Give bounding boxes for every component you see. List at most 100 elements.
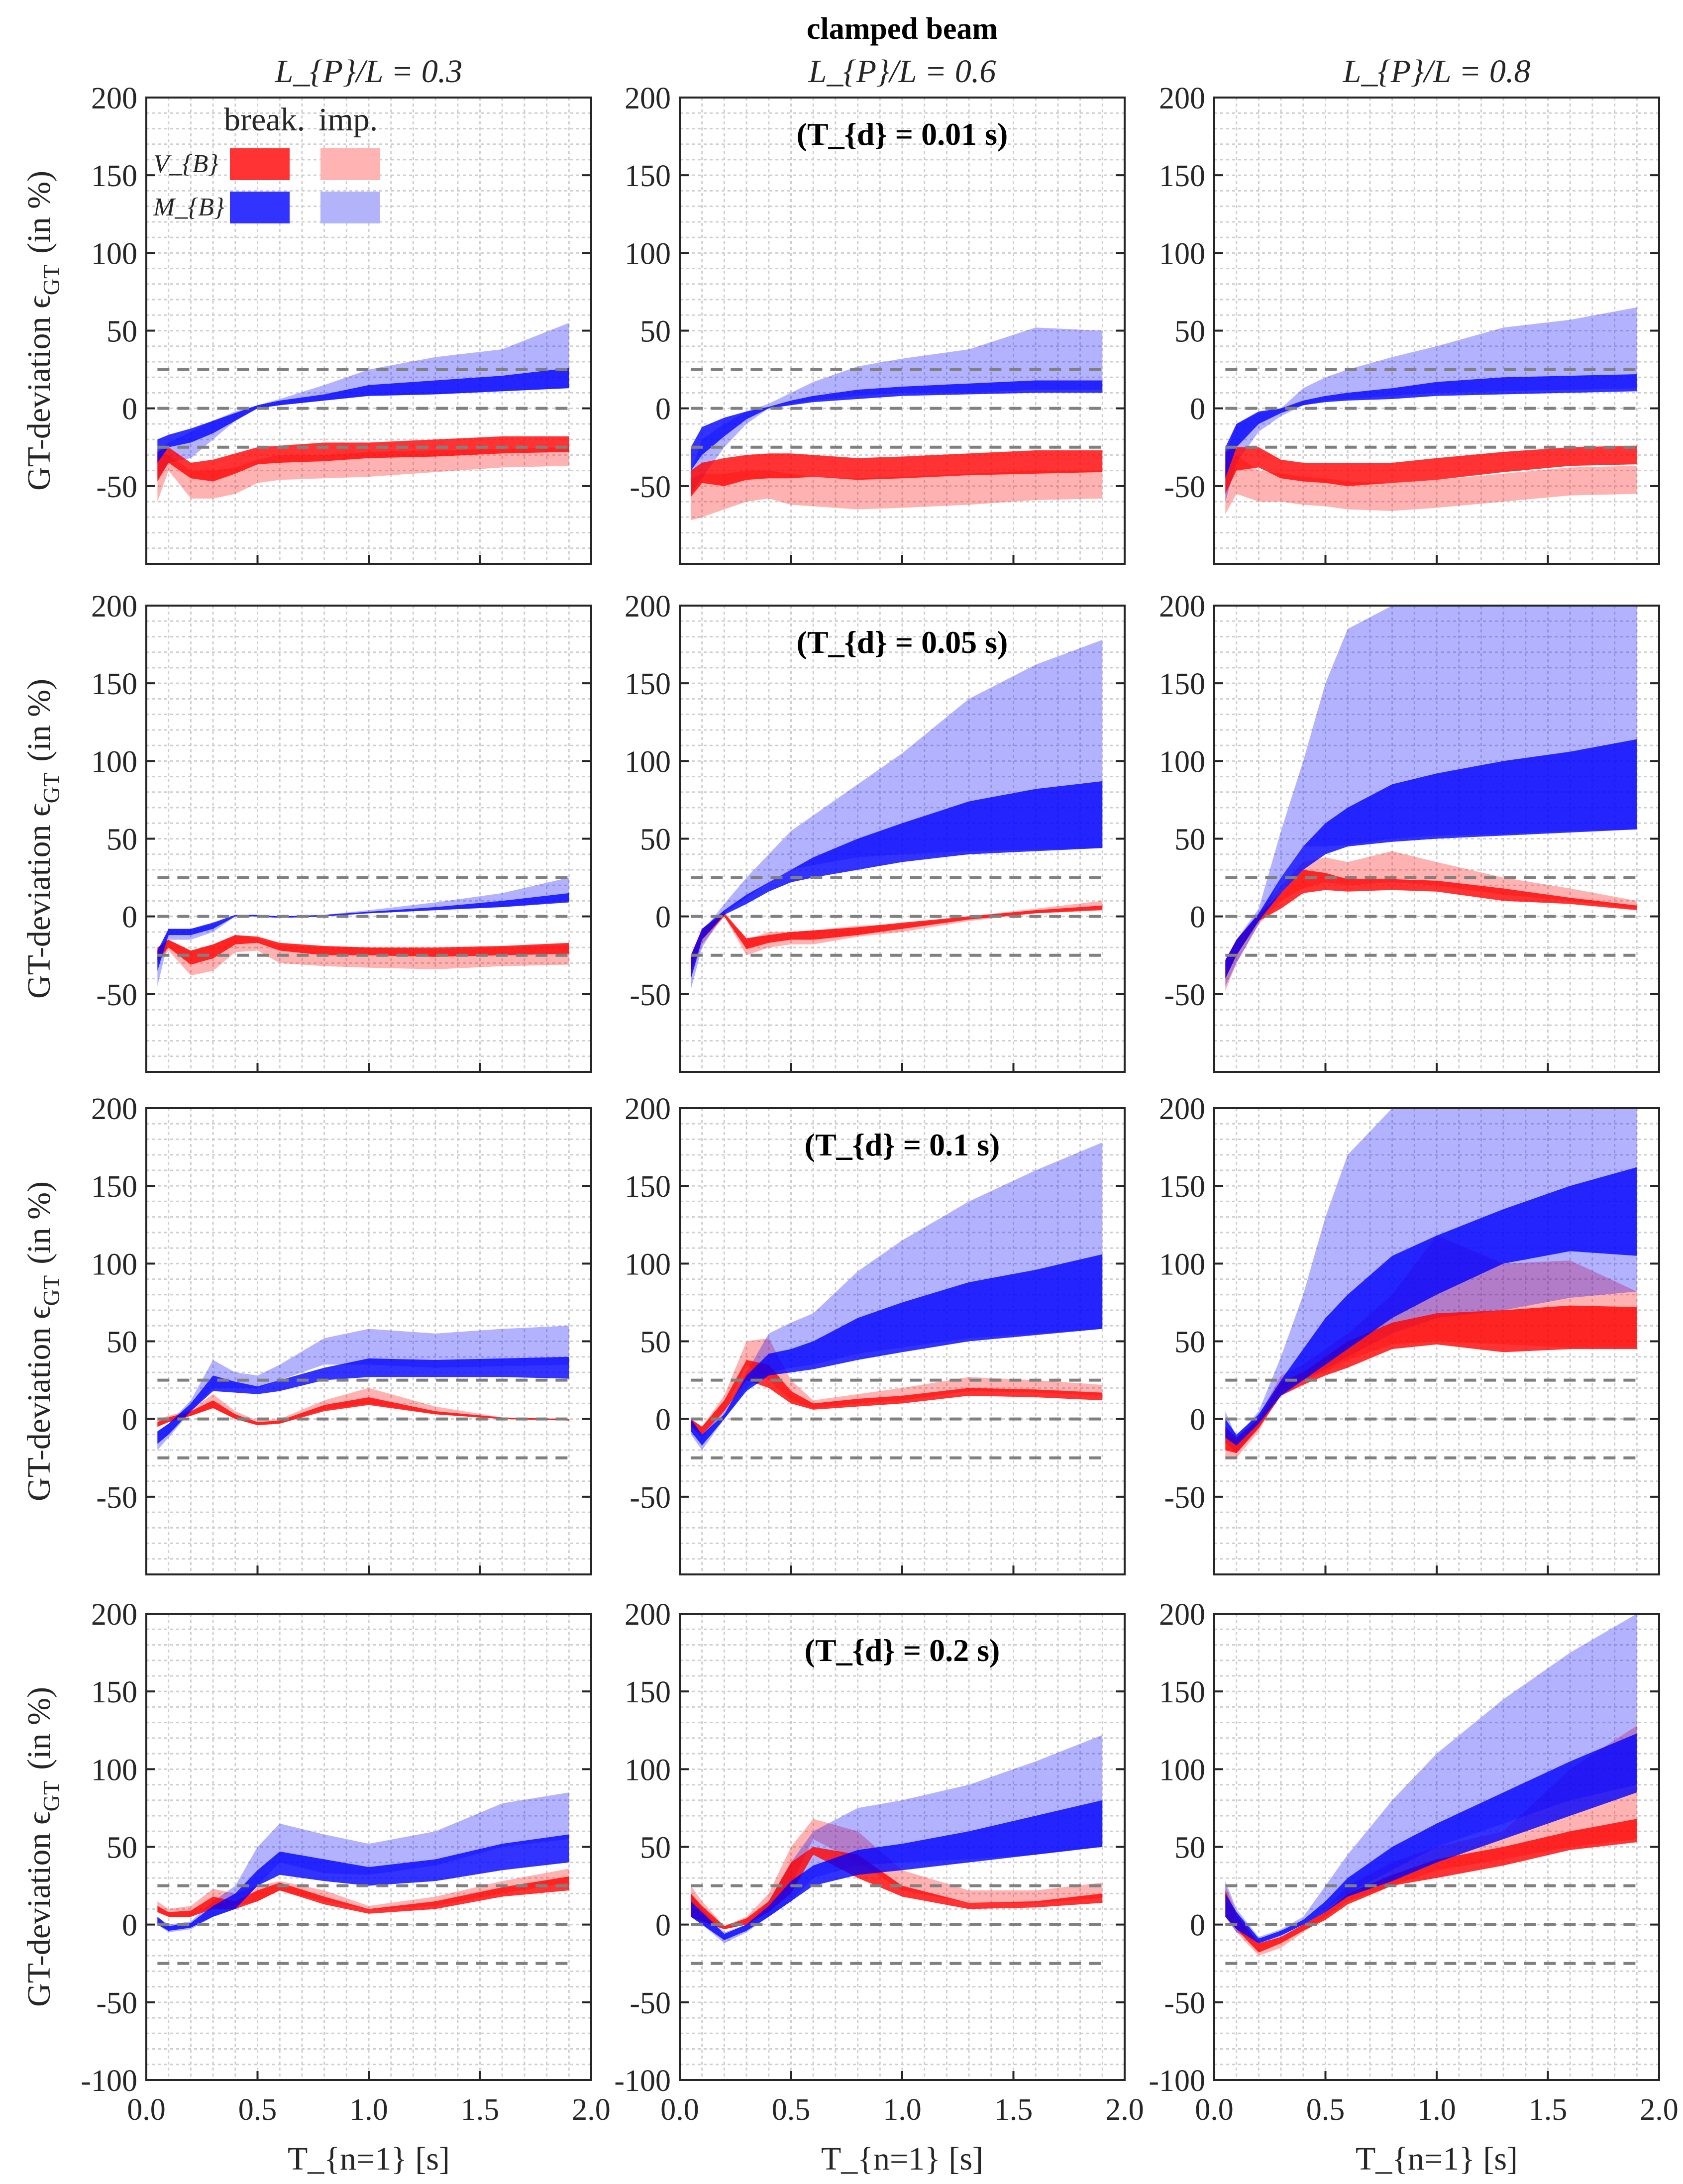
y-tick-label: 200 <box>1159 590 1205 624</box>
band-mb-break <box>1225 739 1637 979</box>
x-axis-label: T_{n=1} [s] <box>1356 2141 1518 2177</box>
y-tick-label: -50 <box>1164 470 1205 504</box>
y-tick-label: -50 <box>96 470 137 504</box>
band-vb-break <box>691 1359 1103 1435</box>
x-axis-label: T_{n=1} [s] <box>821 2141 983 2177</box>
band-mb-break <box>1225 1733 1637 1944</box>
y-tick-label: 200 <box>91 1598 137 1632</box>
x-tick-label: 0.0 <box>1195 2093 1234 2127</box>
y-tick-label: -100 <box>1149 2064 1205 2098</box>
band-mb-imp <box>157 1326 569 1451</box>
y-tick-label: 50 <box>1174 315 1205 349</box>
panel-r3-c1: -50 0 50 100 150 200 GT-deviation ϵGT (in %) <box>21 1092 592 1575</box>
y-tick-label: 0 <box>122 1909 137 1943</box>
band-mb-imp <box>157 322 569 479</box>
x-tick-label: 1.0 <box>1417 2093 1456 2127</box>
y-tick-label: 0 <box>122 901 137 935</box>
panel-r2-c3: -50 0 50 100 150 200 <box>1159 590 1660 1073</box>
band-mb-break <box>1225 374 1637 479</box>
legend: break. imp. V_{B} M_{B} <box>153 102 380 223</box>
band-vb-imp <box>1225 455 1637 515</box>
y-tick-label: -100 <box>614 2064 671 2098</box>
legend-swatch-imp <box>320 148 380 180</box>
y-tick-label: 200 <box>1159 1598 1205 1632</box>
y-tick-label: 100 <box>91 237 137 271</box>
y-tick-label: -50 <box>630 978 671 1012</box>
x-tick-label: 2.0 <box>1105 2093 1144 2127</box>
band-vb-break <box>691 1847 1103 1930</box>
y-tick-label: 150 <box>91 1170 137 1204</box>
y-tick-label: 50 <box>1174 1326 1205 1359</box>
y-tick-label: 150 <box>625 1675 671 1709</box>
y-tick-label: 50 <box>106 315 137 349</box>
td-annotation: (T_{d} = 0.2 s) <box>805 1633 1000 1668</box>
band-vb-imp <box>1225 1236 1637 1458</box>
band-mb-break <box>691 1254 1103 1446</box>
band-mb-break <box>691 380 1103 471</box>
y-tick-label: 150 <box>91 1675 137 1709</box>
y-tick-label: 0 <box>122 1403 137 1437</box>
y-tick-label: -50 <box>1164 1986 1205 2020</box>
band-vb-imp <box>1225 851 1637 991</box>
figure-title: clamped beam <box>807 12 998 46</box>
panel-r1-c3: -50 0 50 100 150 200 <box>1159 82 1660 565</box>
band-mb-break <box>157 893 569 971</box>
y-tick-label: 0 <box>1190 901 1205 935</box>
y-tick-label: 150 <box>625 159 671 193</box>
x-tick-label: 1.0 <box>349 2093 388 2127</box>
y-tick-label: 200 <box>625 1092 671 1126</box>
y-tick-label: 100 <box>625 1248 671 1281</box>
band-mb-break <box>691 1800 1103 1940</box>
band-vb-break <box>1225 445 1637 494</box>
y-tick-label: 100 <box>91 1248 137 1281</box>
y-tick-label: 200 <box>91 590 137 624</box>
x-tick-label: 0.0 <box>127 2093 166 2127</box>
y-axis-label: GT-deviation ϵGT (in %) <box>21 679 64 999</box>
y-tick-label: -50 <box>630 1481 671 1515</box>
y-tick-label: -50 <box>96 1986 137 2020</box>
band-vb-break <box>157 1397 569 1427</box>
td-annotation: (T_{d} = 0.01 s) <box>797 116 1008 152</box>
y-tick-label: 50 <box>1174 823 1205 857</box>
panel-r3-c2: -50 0 50 100 150 200 (T_{d} = 0.1 s) <box>625 1092 1126 1575</box>
y-tick-label: 200 <box>1159 82 1205 115</box>
band-vb-break <box>1225 1819 1637 1953</box>
y-tick-label: 100 <box>1159 745 1205 779</box>
y-tick-label: 0 <box>655 901 671 935</box>
panel-r1-c1: -50 0 50 100 150 200 GT-deviation ϵGT (in %) br… <box>21 82 592 565</box>
band-vb-imp <box>691 1338 1103 1438</box>
y-axis-label: GT-deviation ϵGT (in %) <box>21 171 64 491</box>
panel-r4-c1: -100 -50 0 50 100 150 200 0.0 0.5 1.0 1.5 2.0 T_{n=1… <box>21 1598 611 2177</box>
y-tick-label: 0 <box>655 1909 671 1943</box>
y-tick-label: 200 <box>91 1092 137 1126</box>
band-mb-break <box>691 781 1103 979</box>
band-vb-break <box>157 935 569 965</box>
panel-r4-c2: -100 -50 0 50 100 150 200 0.0 0.5 1.0 1.5 2.0 T_{n=1… <box>614 1598 1144 2177</box>
x-tick-label: 0.5 <box>772 2093 811 2127</box>
panel-r2-c2: -50 0 50 100 150 200 (T_{d} = 0.05 s) <box>625 590 1126 1073</box>
band-mb-break <box>157 1356 569 1444</box>
td-annotation: (T_{d} = 0.1 s) <box>805 1127 1000 1162</box>
y-tick-label: 100 <box>625 237 671 271</box>
panel-r3-c3: -50 0 50 100 150 200 <box>1159 1092 1660 1575</box>
y-tick-label: 0 <box>655 1403 671 1437</box>
y-tick-label: -50 <box>630 470 671 504</box>
x-tick-label: 1.5 <box>461 2093 500 2127</box>
x-tick-label: 0.5 <box>1306 2093 1345 2127</box>
y-tick-label: 50 <box>106 1326 137 1359</box>
td-annotation: (T_{d} = 0.05 s) <box>797 624 1008 660</box>
y-tick-label: 50 <box>640 1831 671 1865</box>
y-tick-label: 100 <box>91 1753 137 1787</box>
y-tick-label: 200 <box>625 590 671 624</box>
legend-header-break: break. <box>224 102 305 138</box>
y-tick-label: 150 <box>91 159 137 193</box>
x-tick-label: 2.0 <box>1640 2093 1679 2127</box>
panel-r1-c2: -50 0 50 100 150 200 (T_{d} = 0.01 s) <box>625 82 1126 565</box>
y-tick-label: 50 <box>640 315 671 349</box>
panel-r4-c3: -100 -50 0 50 100 150 200 0.0 0.5 1.0 1.5 2.0 T_{n=1… <box>1149 1598 1678 2177</box>
y-tick-label: 100 <box>91 745 137 779</box>
y-tick-label: 0 <box>1190 1909 1205 1943</box>
band-mb-imp <box>1225 307 1637 502</box>
y-tick-label: -50 <box>630 1986 671 2020</box>
